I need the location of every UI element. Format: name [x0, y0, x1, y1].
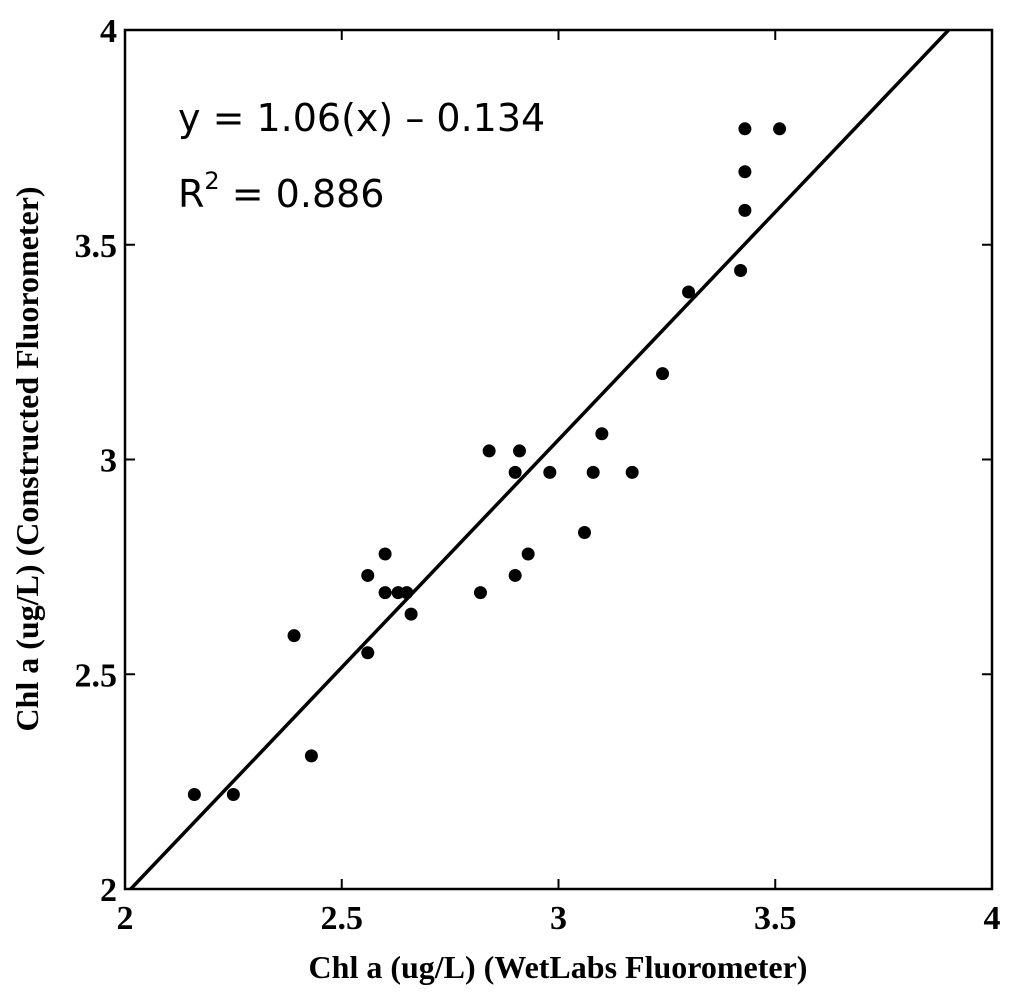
- data-point: [521, 547, 535, 561]
- r-squared-letter: R: [178, 172, 204, 216]
- tick-labels: 2 2.5 3 3.5 4 2 2.5 3 3.5 4: [75, 13, 1001, 937]
- data-point: [773, 122, 787, 136]
- y-tick-label: 3: [100, 443, 117, 480]
- x-tick-label: 3: [550, 900, 567, 937]
- y-axis-label: Chl a (ug/L) (Constructed Fluorometer): [9, 186, 45, 731]
- data-point: [304, 749, 318, 763]
- data-point: [578, 526, 592, 540]
- data-point: [361, 646, 375, 660]
- x-tick-label: 4: [984, 900, 1001, 937]
- data-point: [361, 568, 375, 582]
- y-tick-label: 2: [100, 872, 117, 909]
- data-point: [508, 465, 522, 479]
- data-point: [543, 465, 557, 479]
- r-squared-annotation: R2 = 0.886: [178, 167, 384, 216]
- data-point: [378, 586, 392, 600]
- x-tick-label: 2.5: [321, 900, 364, 937]
- data-point: [378, 547, 392, 561]
- data-point: [482, 444, 496, 458]
- data-point: [400, 586, 414, 600]
- data-points: [187, 122, 787, 802]
- axis-ticks: [124, 29, 993, 890]
- data-point: [595, 427, 609, 441]
- data-point: [682, 285, 696, 299]
- x-tick-label: 2: [117, 900, 134, 937]
- data-point: [656, 367, 670, 381]
- r-squared-superscript: 2: [204, 167, 219, 195]
- data-point: [586, 465, 600, 479]
- data-point: [512, 444, 526, 458]
- r-squared-value: = 0.886: [220, 172, 385, 216]
- data-point: [738, 165, 752, 179]
- data-point: [508, 568, 522, 582]
- y-tick-label: 4: [100, 13, 117, 50]
- data-point: [187, 788, 201, 802]
- data-point: [734, 264, 748, 278]
- y-tick-label: 3.5: [75, 228, 118, 265]
- data-point: [226, 788, 240, 802]
- data-point: [625, 465, 639, 479]
- data-point: [738, 203, 752, 217]
- y-tick-label: 2.5: [75, 657, 118, 694]
- regression-line: [129, 28, 950, 891]
- x-tick-label: 3.5: [754, 900, 797, 937]
- equation-annotation: y = 1.06(x) – 0.134: [178, 96, 545, 140]
- data-point: [738, 122, 752, 136]
- data-point: [287, 629, 301, 643]
- x-axis-label: Chl a (ug/L) (WetLabs Fluorometer): [309, 949, 808, 985]
- data-point: [404, 607, 418, 621]
- data-point: [473, 586, 487, 600]
